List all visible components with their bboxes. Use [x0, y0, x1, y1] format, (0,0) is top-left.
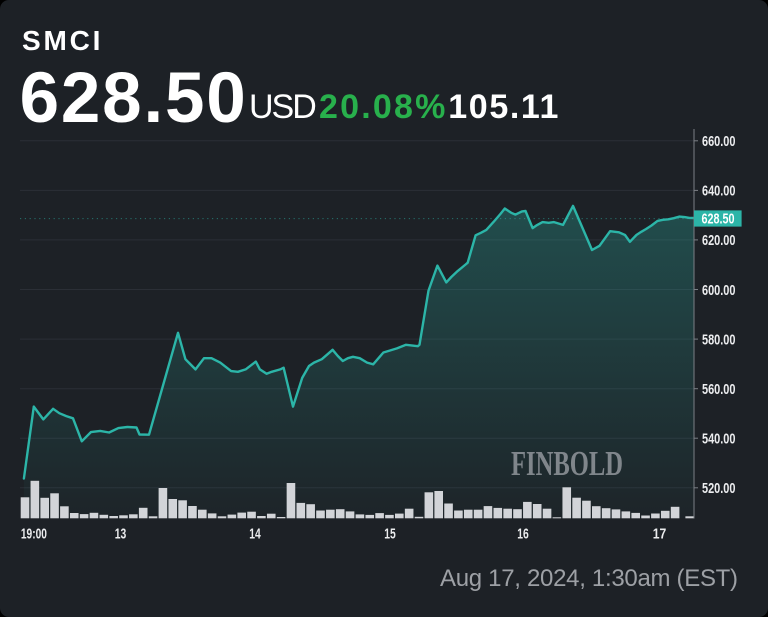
svg-text:16: 16 — [517, 526, 529, 543]
svg-text:660.00: 660.00 — [702, 133, 736, 150]
svg-text:17: 17 — [653, 526, 667, 543]
svg-text:520.00: 520.00 — [702, 480, 736, 497]
svg-text:13: 13 — [115, 526, 127, 543]
svg-text:620.00: 620.00 — [702, 232, 736, 249]
svg-text:15: 15 — [384, 526, 396, 543]
svg-text:600.00: 600.00 — [702, 282, 736, 299]
svg-text:628.50: 628.50 — [702, 211, 735, 228]
svg-text:540.00: 540.00 — [702, 431, 736, 448]
svg-text:19:00: 19:00 — [21, 526, 47, 543]
svg-text:640.00: 640.00 — [702, 183, 736, 200]
svg-text:560.00: 560.00 — [702, 381, 736, 398]
svg-text:14: 14 — [249, 526, 261, 543]
svg-text:FINBOLD: FINBOLD — [511, 444, 623, 483]
svg-text:580.00: 580.00 — [702, 331, 736, 348]
